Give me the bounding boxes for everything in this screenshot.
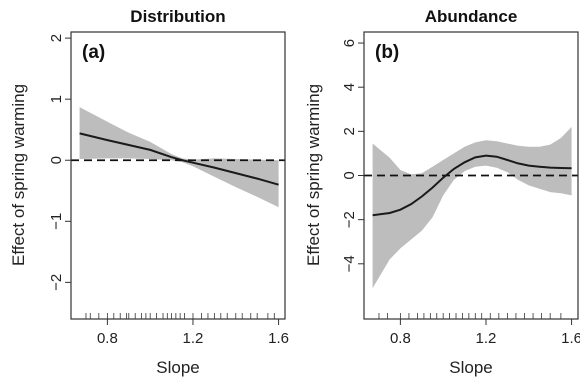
x-axis-label: Slope [156,358,199,377]
y-axis-label: Effect of spring warming [304,84,323,266]
panel-distribution: Distribution (a) −2 −1 0 1 2 0.8 1.2 1.6 Effec… [9,7,289,377]
chart-title: Distribution [130,7,225,26]
y-tick-label: 0 [48,156,65,164]
y-tick-label: −2 [48,274,65,291]
x-tick-label: 1.2 [476,330,497,347]
x-axis-label: Slope [449,358,492,377]
y-tick-label: 1 [48,95,65,103]
x-tick-label: 1.2 [183,330,204,347]
y-tick-label: 2 [341,127,358,135]
y-tick-label: −4 [341,255,358,272]
y-axis-label: Effect of spring warming [9,84,28,266]
fitted-line [79,132,279,186]
confidence-band [372,126,572,289]
x-tick-label: 0.8 [390,330,411,347]
x-tick-label: 0.8 [97,330,118,347]
fitted-line [372,154,572,217]
y-tick-label: −1 [48,213,65,230]
y-tick-label: 4 [341,83,358,91]
y-tick-label: 6 [341,39,358,47]
plot-frame [70,31,286,320]
panel-label: (a) [82,42,105,63]
y-tick-label: −2 [341,211,358,228]
panel-abundance: Abundance (b) −4 −2 0 2 4 6 0.8 1.2 1.6 Effect … [304,7,580,377]
y-tick-label: 0 [341,171,358,179]
chart-title: Abundance [425,7,518,26]
panel-label: (b) [375,42,399,63]
x-tick-label: 1.6 [561,330,580,347]
confidence-band [79,107,279,208]
x-tick-label: 1.6 [268,330,289,347]
y-tick-label: 2 [48,34,65,42]
